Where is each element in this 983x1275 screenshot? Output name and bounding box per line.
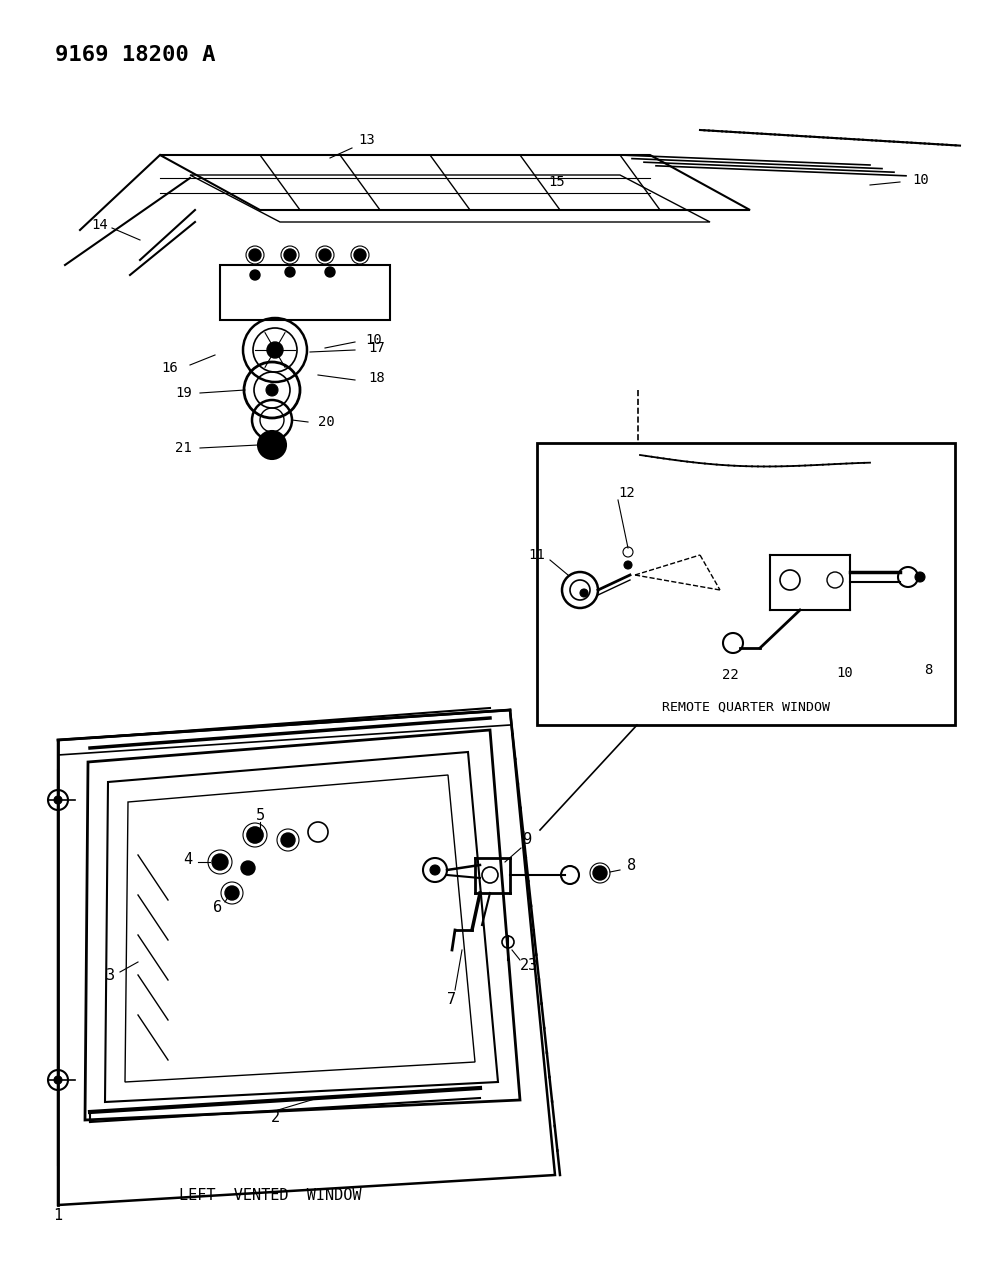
Text: 15: 15: [548, 175, 565, 189]
Text: 16: 16: [161, 361, 178, 375]
Circle shape: [580, 589, 588, 597]
Circle shape: [325, 266, 335, 277]
Text: 5: 5: [256, 807, 264, 822]
Text: 19: 19: [175, 386, 192, 400]
Text: 8: 8: [627, 858, 637, 872]
Text: 12: 12: [618, 486, 635, 500]
Text: 8: 8: [924, 663, 932, 677]
Text: 23: 23: [520, 958, 539, 973]
Text: 9169 18200 A: 9169 18200 A: [55, 45, 215, 65]
Text: 9: 9: [523, 833, 533, 848]
Text: 2: 2: [270, 1111, 279, 1126]
Text: 14: 14: [91, 218, 108, 232]
Circle shape: [284, 249, 296, 261]
Text: 1: 1: [53, 1207, 63, 1223]
Text: REMOTE QUARTER WINDOW: REMOTE QUARTER WINDOW: [662, 700, 830, 714]
Text: 11: 11: [528, 548, 545, 562]
Text: 22: 22: [722, 668, 738, 682]
Circle shape: [250, 270, 260, 280]
Circle shape: [430, 864, 440, 875]
Text: 17: 17: [368, 340, 384, 354]
Text: 3: 3: [106, 968, 115, 983]
Circle shape: [319, 249, 331, 261]
Circle shape: [281, 833, 295, 847]
Circle shape: [249, 249, 261, 261]
Circle shape: [212, 854, 228, 870]
Circle shape: [266, 384, 278, 397]
Text: 13: 13: [358, 133, 375, 147]
Circle shape: [267, 342, 283, 358]
Text: 6: 6: [213, 900, 222, 915]
Text: 21: 21: [175, 441, 192, 455]
Text: 20: 20: [318, 414, 335, 428]
Text: 7: 7: [447, 992, 456, 1007]
Text: LEFT  VENTED  WINDOW: LEFT VENTED WINDOW: [179, 1187, 361, 1202]
Circle shape: [915, 572, 925, 581]
Text: 18: 18: [368, 371, 384, 385]
Circle shape: [354, 249, 366, 261]
Circle shape: [285, 266, 295, 277]
Text: 10: 10: [837, 666, 853, 680]
Circle shape: [247, 827, 263, 843]
Circle shape: [54, 1076, 62, 1084]
Circle shape: [54, 796, 62, 805]
Text: 10: 10: [912, 173, 929, 187]
Bar: [220, 265, 390, 320]
Text: 10: 10: [365, 333, 381, 347]
Circle shape: [593, 866, 607, 880]
Circle shape: [225, 886, 239, 900]
Text: 4: 4: [183, 853, 192, 867]
Circle shape: [258, 431, 286, 459]
Circle shape: [624, 561, 632, 569]
Bar: [537, 442, 955, 725]
Circle shape: [241, 861, 255, 875]
